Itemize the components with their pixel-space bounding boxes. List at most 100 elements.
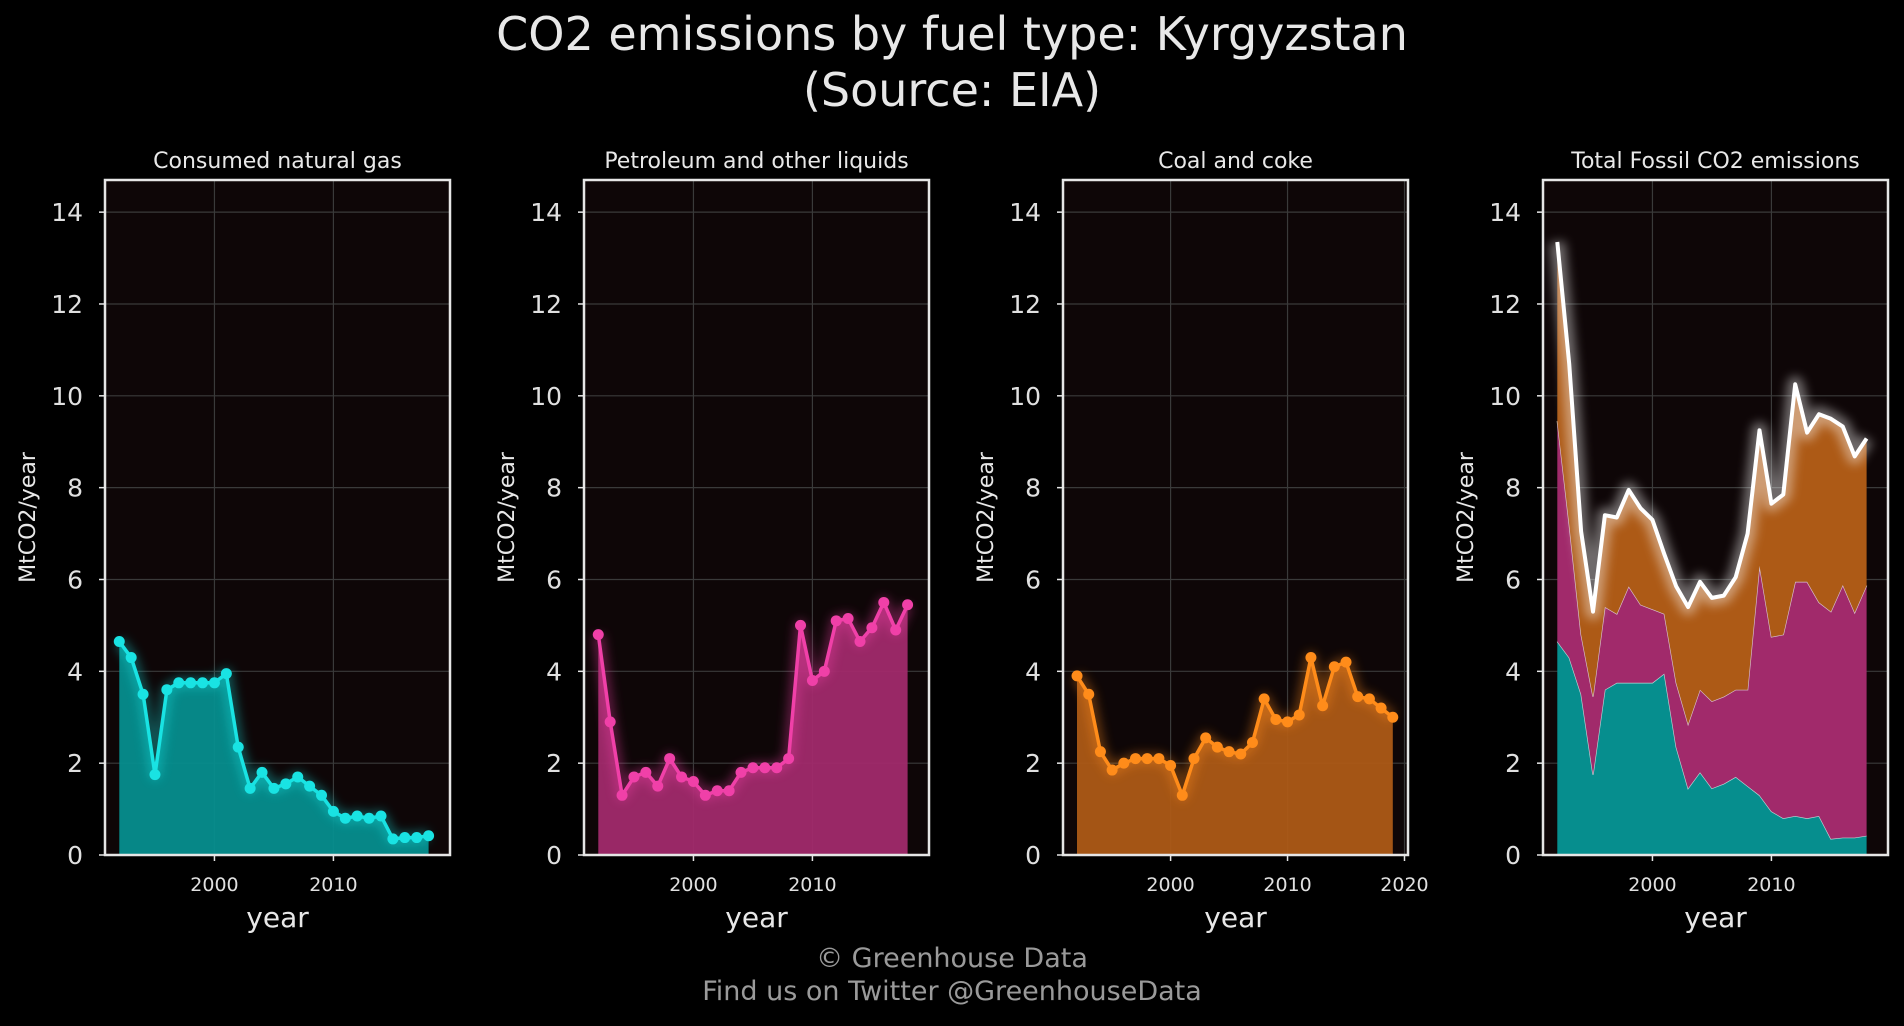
data-point <box>1305 652 1317 664</box>
panel-frame <box>103 178 452 857</box>
stack-petroleum <box>1557 421 1867 839</box>
stack-gas <box>1557 641 1867 855</box>
panel-title: Consumed natural gas <box>153 149 402 174</box>
y-tick-label: 6 <box>1025 565 1041 594</box>
y-tick-label: 12 <box>1489 290 1521 319</box>
data-point <box>747 762 759 774</box>
x-axis-label: year <box>1204 901 1267 934</box>
y-tick-label: 10 <box>1009 382 1041 411</box>
panel-1: 0 2 4 6 8 10 12 14 2000 2010 Consumed natural gas y… <box>16 149 452 934</box>
data-point <box>232 741 244 753</box>
data-point <box>1118 757 1130 769</box>
y-tick-label: 2 <box>1505 749 1521 778</box>
data-point <box>1141 753 1153 765</box>
panel-3: 0 2 4 6 8 10 12 14 2000 2010 2020 Coal and coke year… <box>974 149 1429 934</box>
y-tick-label: 0 <box>67 841 83 870</box>
data-point <box>316 789 328 801</box>
y-tick-label: 0 <box>1505 841 1521 870</box>
data-point <box>363 812 375 824</box>
data-point <box>1317 700 1329 712</box>
x-tick-label: 2000 <box>1628 874 1676 896</box>
panel-4: 0 2 4 6 8 10 12 14 2000 2010 Total Fossil CO2 emis… <box>1454 149 1890 934</box>
y-tick-label: 14 <box>530 198 562 227</box>
y-tick-label: 2 <box>67 749 83 778</box>
data-point <box>268 782 280 794</box>
data-point <box>304 780 316 792</box>
data-point <box>1071 670 1083 682</box>
panel-2: 0 2 4 6 8 10 12 14 2000 2010 Petroleum and other l… <box>495 149 931 934</box>
data-point <box>902 599 914 611</box>
x-tick-label: 2000 <box>669 874 717 896</box>
chart-title: CO2 emissions by fuel type: Kyrgyzstan (… <box>0 6 1904 118</box>
data-point <box>1165 759 1177 771</box>
data-point <box>1130 753 1142 765</box>
y-tick-label: 12 <box>1009 290 1041 319</box>
y-tick-label: 12 <box>530 290 562 319</box>
data-point <box>137 688 149 700</box>
data-point <box>830 615 842 627</box>
x-tick-label: 2000 <box>1146 874 1194 896</box>
data-point <box>1176 789 1188 801</box>
y-tick-label: 2 <box>546 749 562 778</box>
data-point <box>818 665 830 677</box>
y-tick-label: 10 <box>1489 382 1521 411</box>
data-point <box>711 785 723 797</box>
data-point <box>676 771 688 783</box>
data-point <box>592 629 604 641</box>
y-tick-label: 12 <box>51 290 83 319</box>
data-point <box>161 684 173 696</box>
y-tick-label: 14 <box>1489 198 1521 227</box>
data-point <box>664 753 676 765</box>
data-point <box>1340 656 1352 668</box>
copyright-text: © Greenhouse Data <box>816 943 1088 974</box>
data-point <box>1363 693 1375 705</box>
data-point <box>795 619 807 631</box>
y-axis-label: MtCO2/year <box>1454 451 1479 583</box>
data-point <box>1083 688 1095 700</box>
data-point <box>878 596 890 608</box>
y-tick-label: 10 <box>51 382 83 411</box>
data-point <box>890 624 902 636</box>
x-tick-label: 2010 <box>788 874 836 896</box>
chart-title-line2: (Source: EIA) <box>802 63 1102 117</box>
data-point <box>197 677 209 689</box>
y-tick-label: 6 <box>67 565 83 594</box>
x-tick-label: 2010 <box>309 874 357 896</box>
data-point <box>351 810 363 822</box>
data-point <box>1211 741 1223 753</box>
y-axis-label: MtCO2/year <box>974 451 999 583</box>
data-point <box>1106 764 1118 776</box>
data-point <box>387 833 399 845</box>
data-point <box>220 668 232 680</box>
data-point <box>411 832 423 844</box>
data-point <box>1200 732 1212 744</box>
twitter-text: Find us on Twitter @GreenhouseData <box>702 976 1202 1007</box>
data-point <box>125 652 137 664</box>
x-tick-label: 2020 <box>1380 874 1428 896</box>
y-tick-label: 8 <box>1025 474 1041 503</box>
y-tick-label: 14 <box>51 198 83 227</box>
data-point <box>280 778 292 790</box>
y-tick-label: 6 <box>546 565 562 594</box>
data-point <box>1387 711 1399 723</box>
data-point <box>185 677 197 689</box>
panel-title: Coal and coke <box>1158 149 1313 174</box>
data-point <box>113 635 125 647</box>
y-tick-label: 4 <box>67 657 83 686</box>
data-point <box>735 766 747 778</box>
x-tick-label: 2000 <box>190 874 238 896</box>
data-point <box>699 789 711 801</box>
y-tick-label: 8 <box>67 474 83 503</box>
y-tick-label: 4 <box>1025 657 1041 686</box>
data-point <box>1352 691 1364 703</box>
panel-title: Total Fossil CO2 emissions <box>1570 149 1860 174</box>
data-point <box>1235 748 1247 760</box>
data-point <box>604 716 616 728</box>
x-axis-label: year <box>725 901 788 934</box>
data-point <box>616 789 628 801</box>
y-tick-label: 0 <box>1025 841 1041 870</box>
data-point <box>723 785 735 797</box>
data-point <box>1094 746 1106 758</box>
data-point <box>208 677 220 689</box>
data-point <box>806 675 818 687</box>
